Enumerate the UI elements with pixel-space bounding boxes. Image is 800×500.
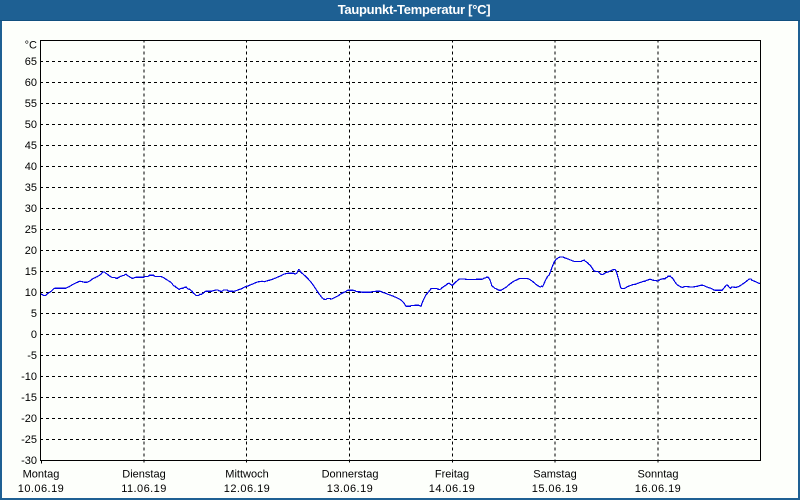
svg-text:40: 40	[25, 161, 37, 173]
svg-text:Dienstag: Dienstag	[122, 469, 165, 481]
svg-text:Donnerstag: Donnerstag	[322, 469, 379, 481]
svg-text:35: 35	[25, 182, 37, 194]
svg-text:-25: -25	[21, 434, 37, 446]
svg-text:10: 10	[25, 287, 37, 299]
svg-text:14.06.19: 14.06.19	[429, 483, 475, 495]
svg-text:°C: °C	[25, 40, 37, 52]
svg-text:-15: -15	[21, 392, 37, 404]
svg-text:50: 50	[25, 119, 37, 131]
svg-text:Mittwoch: Mittwoch	[225, 469, 268, 481]
svg-text:13.06.19: 13.06.19	[327, 483, 373, 495]
svg-text:Samstag: Samstag	[533, 469, 576, 481]
svg-text:25: 25	[25, 224, 37, 236]
svg-text:55: 55	[25, 98, 37, 110]
svg-text:Sonntag: Sonntag	[638, 469, 679, 481]
svg-text:12.06.19: 12.06.19	[224, 483, 270, 495]
svg-text:-10: -10	[21, 371, 37, 383]
svg-text:Freitag: Freitag	[435, 469, 469, 481]
svg-text:45: 45	[25, 140, 37, 152]
svg-text:Taupunkt-Temperatur [°C]: Taupunkt-Temperatur [°C]	[338, 2, 491, 17]
svg-text:20: 20	[25, 245, 37, 257]
svg-text:-5: -5	[27, 350, 37, 362]
svg-text:Montag: Montag	[23, 469, 60, 481]
svg-text:16.06.19: 16.06.19	[635, 483, 681, 495]
svg-text:-20: -20	[21, 413, 37, 425]
svg-text:5: 5	[31, 308, 37, 320]
svg-text:0: 0	[31, 329, 37, 341]
svg-text:15: 15	[25, 266, 37, 278]
svg-text:10.06.19: 10.06.19	[18, 483, 64, 495]
svg-text:65: 65	[25, 56, 37, 68]
svg-text:30: 30	[25, 203, 37, 215]
svg-text:11.06.19: 11.06.19	[121, 483, 167, 495]
svg-text:15.06.19: 15.06.19	[532, 483, 578, 495]
svg-text:-30: -30	[21, 455, 37, 467]
svg-text:60: 60	[25, 77, 37, 89]
